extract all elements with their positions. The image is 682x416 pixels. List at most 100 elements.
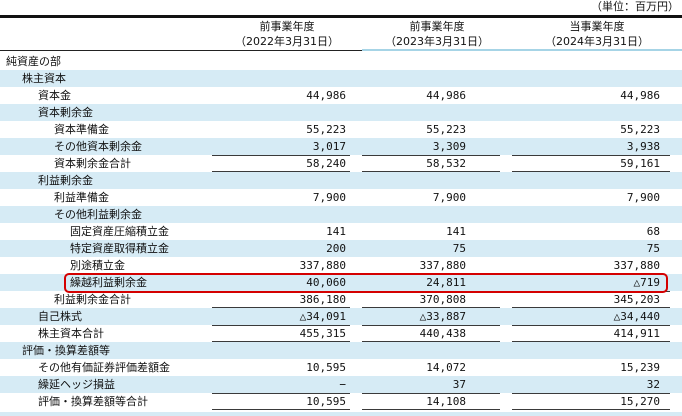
cell-value: 15,270 — [512, 393, 670, 410]
table-row: 利益準備金 7,900 7,900 7,900 — [0, 189, 682, 206]
value-cell: 7,900 — [362, 189, 512, 206]
partial-next-row — [0, 412, 682, 416]
cell-value — [512, 104, 670, 121]
value-cell — [212, 70, 362, 87]
cell-value: 44,986 — [620, 89, 660, 102]
cell-value: 3,938 — [626, 140, 660, 153]
value-cell: 59,161 — [512, 155, 682, 172]
cell-value: 40,060 — [306, 276, 346, 289]
cell-value: 58,532 — [362, 155, 500, 172]
value-cell — [512, 53, 682, 70]
row-label: 株主資本 — [22, 72, 66, 85]
value-cell: 3,017 — [212, 138, 362, 155]
value-cell: △33,887 — [362, 308, 512, 325]
table-row: 繰越利益剰余金 40,060 24,811 △719 — [0, 274, 682, 291]
value-cell: 15,270 — [512, 393, 682, 410]
column-header-date: （2023年3月31日） — [385, 34, 489, 48]
table-row-total: 利益剰余金合計 386,180 370,808 345,203 — [0, 291, 682, 308]
row-label: 株主資本合計 — [38, 327, 104, 340]
table-row-total: 評価・換算差額等合計 10,595 14,108 15,270 — [0, 393, 682, 410]
table-header: 前事業年度 （2022年3月31日） 前事業年度 （2023年3月31日） 当事… — [0, 18, 682, 51]
value-cell: 44,986 — [512, 87, 682, 104]
cell-value — [512, 342, 670, 359]
column-header-fy2023: 前事業年度 （2023年3月31日） — [362, 18, 512, 51]
cell-value: 14,072 — [426, 361, 466, 374]
row-label: 評価・換算差額等 — [22, 344, 110, 357]
row-label: 利益準備金 — [54, 191, 109, 204]
value-cell: 370,808 — [362, 291, 512, 308]
cell-value — [212, 104, 350, 121]
cell-value: 14,108 — [362, 393, 500, 410]
table-row: 評価・換算差額等 — [0, 342, 682, 359]
cell-value: 337,880 — [419, 259, 466, 272]
row-label: 繰越利益剰余金 — [70, 276, 147, 289]
cell-value: 337,880 — [299, 259, 346, 272]
value-cell: 68 — [512, 223, 682, 240]
cell-value: 414,911 — [512, 325, 670, 342]
cell-value — [362, 206, 500, 223]
value-cell — [362, 342, 512, 359]
value-cell: 75 — [362, 240, 512, 257]
value-cell — [362, 53, 512, 70]
table-body: 純資産の部 株主資本 資本金 44,986 44,986 44,986 資本剰余金 資本準備金… — [0, 53, 682, 410]
value-cell: 7,900 — [212, 189, 362, 206]
value-cell: 345,203 — [512, 291, 682, 308]
value-cell: △719 — [512, 274, 682, 291]
cell-value — [362, 104, 500, 121]
header-label-spacer — [0, 18, 212, 51]
value-cell: 44,986 — [212, 87, 362, 104]
row-label: 利益剰余金合計 — [54, 293, 131, 306]
cell-value: △34,091 — [299, 310, 346, 323]
value-cell: 24,811 — [362, 274, 512, 291]
cell-value: 200 — [326, 242, 346, 255]
value-cell — [362, 70, 512, 87]
row-label: 評価・換算差額等合計 — [38, 395, 148, 408]
table-row: その他資本剰余金 3,017 3,309 3,938 — [0, 138, 682, 155]
column-header-date: （2022年3月31日） — [235, 35, 339, 48]
cell-value — [362, 172, 500, 189]
table-row-total: 資本剰余金合計 58,240 58,532 59,161 — [0, 155, 682, 172]
cell-value: 55,223 — [620, 123, 660, 136]
cell-value — [212, 206, 350, 223]
value-cell: − — [212, 376, 362, 393]
value-cell — [362, 206, 512, 223]
cell-value: 141 — [446, 225, 466, 238]
value-cell — [512, 104, 682, 121]
cell-value — [212, 172, 350, 189]
value-cell: 337,880 — [512, 257, 682, 274]
cell-value: 141 — [326, 225, 346, 238]
value-cell: 10,595 — [212, 393, 362, 410]
column-header-fy2022: 前事業年度 （2022年3月31日） — [212, 18, 362, 51]
cell-value: 68 — [646, 225, 660, 238]
cell-value — [362, 342, 500, 359]
table-row: 純資産の部 — [0, 53, 682, 70]
row-label: 特定資産取得積立金 — [70, 242, 169, 255]
cell-value — [212, 53, 350, 70]
cell-value: 58,240 — [212, 155, 350, 172]
value-cell — [512, 206, 682, 223]
cell-value — [362, 70, 500, 87]
value-cell: △34,440 — [512, 308, 682, 325]
value-cell: 55,223 — [512, 121, 682, 138]
cell-value: 7,900 — [312, 191, 346, 204]
table-row: 資本金 44,986 44,986 44,986 — [0, 87, 682, 104]
value-cell: 14,072 — [362, 359, 512, 376]
cell-value: △33,887 — [419, 310, 466, 323]
cell-value: 75 — [452, 242, 466, 255]
value-cell: 200 — [212, 240, 362, 257]
cell-value: 386,180 — [212, 291, 350, 308]
unit-label: （単位：百万円） — [591, 0, 679, 13]
cell-value: 15,239 — [620, 361, 660, 374]
row-label: 固定資産圧縮積立金 — [70, 225, 169, 238]
value-cell: 3,309 — [362, 138, 512, 155]
value-cell: 75 — [512, 240, 682, 257]
value-cell: 141 — [212, 223, 362, 240]
value-cell: 15,239 — [512, 359, 682, 376]
cell-value — [512, 53, 670, 70]
row-label: 純資産の部 — [6, 55, 61, 68]
table-row: 資本剰余金 — [0, 104, 682, 121]
value-cell: 55,223 — [362, 121, 512, 138]
value-cell — [212, 206, 362, 223]
value-cell — [512, 172, 682, 189]
